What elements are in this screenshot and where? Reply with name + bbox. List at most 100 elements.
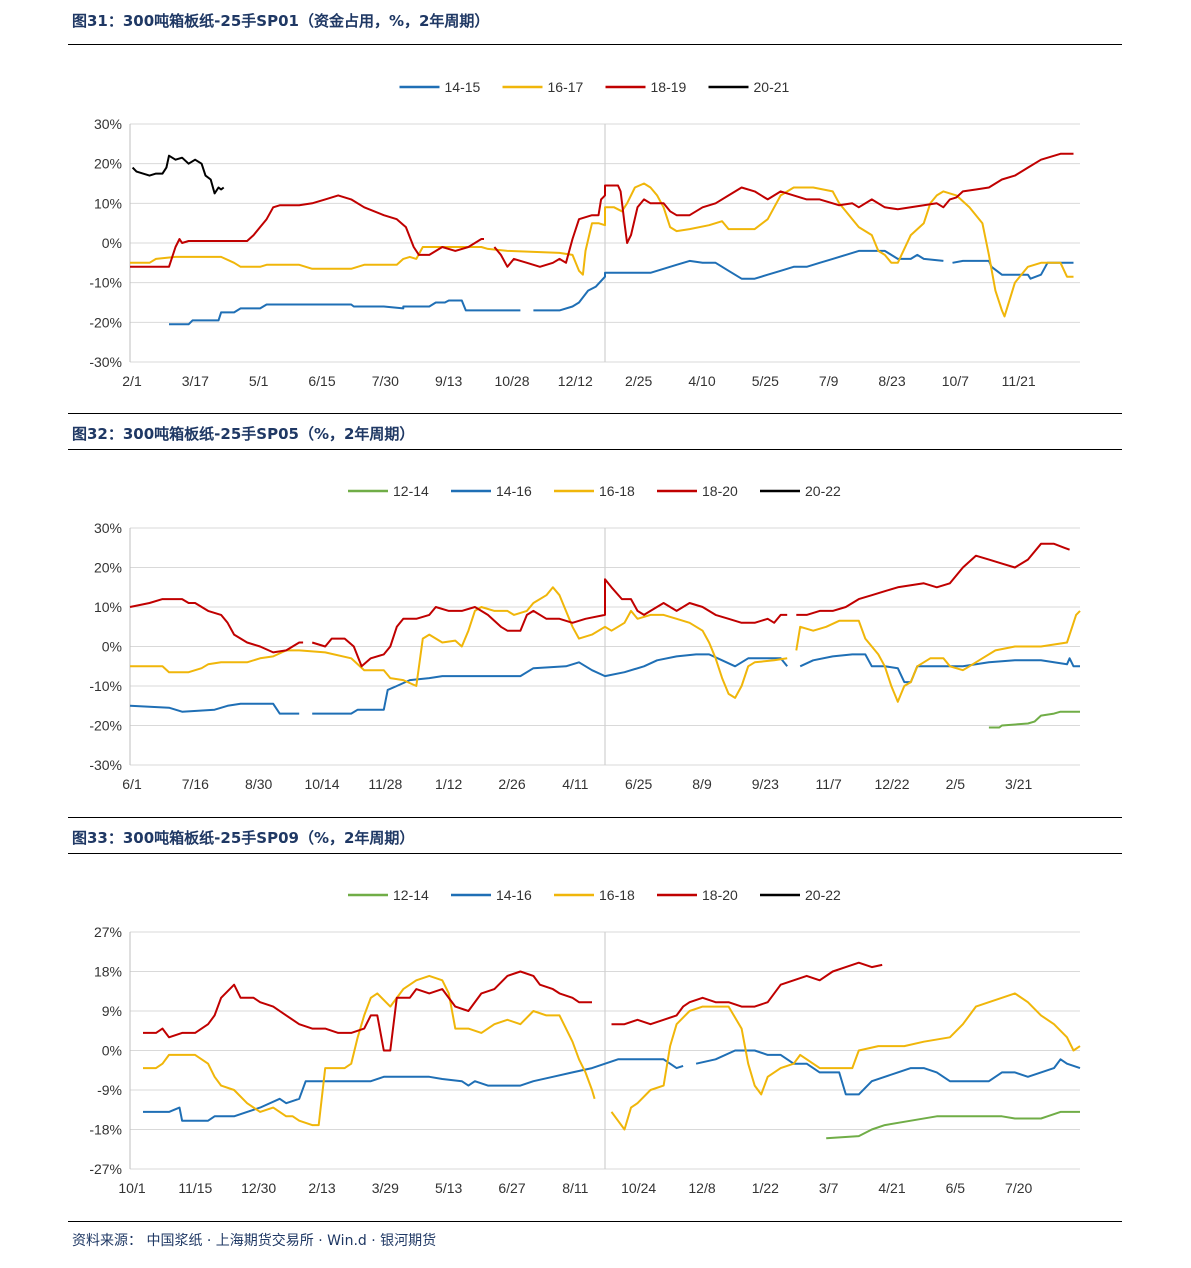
series-line-14-15 (169, 249, 1074, 326)
legend-label: 18-20 (702, 887, 738, 903)
title-rule (68, 449, 1122, 450)
y-tick-label: 30% (94, 116, 122, 132)
y-tick-label: 30% (94, 520, 122, 536)
x-tick-label: 4/10 (688, 373, 715, 389)
x-tick-label: 3/7 (819, 1180, 839, 1196)
y-tick-label: 20% (94, 560, 122, 576)
legend-label: 18-19 (651, 79, 687, 95)
legend-label: 20-21 (754, 79, 790, 95)
x-tick-label: 11/28 (368, 776, 402, 792)
legend-label: 16-18 (599, 483, 635, 499)
y-tick-label: 10% (94, 195, 122, 211)
y-tick-label: 9% (102, 1003, 122, 1019)
y-tick-label: 10% (94, 599, 122, 615)
line-chart-svg: 27% 18% 9% 0% -9% -18% -27% 10/1 11/15 12/30 2/13 3… (89, 887, 1081, 1196)
x-tick-label: 7/9 (819, 373, 839, 389)
series-line-18-20 (143, 961, 883, 1052)
x-tick-label: 8/11 (562, 1180, 588, 1196)
chart-title: 图33：300吨箱板纸-25手SP09（%，2年周期） (72, 829, 415, 847)
chart-sp05: 图32：300吨箱板纸-25手SP05（%，2年周期） 30% 20% 10% 0% -… (0, 413, 1191, 823)
series-line-18-20 (129, 542, 1070, 668)
x-tick-label: 2/5 (946, 776, 966, 792)
x-tick-label: 10/1 (118, 1180, 145, 1196)
x-tick-label: 4/11 (562, 776, 588, 792)
series-line-16-17 (130, 182, 1074, 318)
y-tick-label: -30% (89, 354, 122, 370)
x-tick-label: 7/30 (372, 373, 399, 389)
legend-label: 20-22 (805, 887, 841, 903)
x-tick-label: 9/23 (752, 776, 779, 792)
x-tick-label: 7/16 (182, 776, 209, 792)
x-tick-label: 8/9 (692, 776, 712, 792)
chart-title: 图32：300吨箱板纸-25手SP05（%，2年周期） (72, 425, 415, 443)
x-tick-label: 2/1 (122, 373, 142, 389)
x-tick-label: 12/30 (241, 1180, 276, 1196)
title-rule (68, 853, 1122, 854)
y-tick-label: 18% (94, 964, 122, 980)
legend-label: 16-17 (548, 79, 584, 95)
x-tick-label: 5/13 (435, 1180, 462, 1196)
legend-label: 14-15 (445, 79, 481, 95)
x-tick-label: 9/13 (435, 373, 462, 389)
series-line-18-19 (130, 152, 1074, 268)
x-tick-label: 7/20 (1005, 1180, 1032, 1196)
series-line-12-14 (826, 1110, 1080, 1140)
legend-label: 20-22 (805, 483, 841, 499)
legend-label: 16-18 (599, 887, 635, 903)
x-tick-label: 8/23 (878, 373, 905, 389)
chart-title: 图31：300吨箱板纸-25手SP01（资金占用，%，2年周期） (72, 12, 490, 30)
x-tick-label: 1/22 (752, 1180, 779, 1196)
x-tick-label: 10/14 (304, 776, 339, 792)
legend-label: 18-20 (702, 483, 738, 499)
y-tick-label: -20% (89, 314, 122, 330)
y-tick-label: -9% (97, 1082, 122, 1098)
x-tick-label: 2/26 (498, 776, 525, 792)
series-line-16-18 (130, 586, 1081, 703)
bottom-rule (68, 817, 1122, 818)
legend-label: 14-16 (496, 483, 532, 499)
source-footer: 资料来源： 中国浆纸 · 上海期货交易所 · Win.d · 银河期货 (72, 1233, 437, 1249)
x-tick-label: 6/1 (122, 776, 142, 792)
y-tick-label: -10% (89, 275, 122, 291)
x-tick-label: 3/17 (182, 373, 209, 389)
y-tick-label: -10% (89, 678, 122, 694)
series-line-16-18 (143, 974, 1081, 1131)
y-tick-label: 0% (102, 235, 122, 251)
series-line-14-16 (143, 1049, 1081, 1122)
chart-sp09: 图33：300吨箱板纸-25手SP09（%，2年周期） 27% 18% 9% 0% -9… (0, 817, 1191, 1227)
y-tick-label: 0% (102, 1043, 122, 1059)
bottom-rule (68, 413, 1122, 414)
x-tick-label: 5/25 (752, 373, 779, 389)
x-tick-label: 6/25 (625, 776, 652, 792)
x-tick-label: 8/30 (245, 776, 272, 792)
x-tick-label: 5/1 (249, 373, 269, 389)
series-line-12-14 (988, 710, 1080, 729)
y-tick-label: -27% (89, 1161, 122, 1177)
x-tick-label: 4/21 (878, 1180, 905, 1196)
x-tick-label: 2/13 (308, 1180, 335, 1196)
legend-label: 14-16 (496, 887, 532, 903)
x-tick-label: 11/7 (816, 776, 842, 792)
x-tick-label: 12/22 (874, 776, 909, 792)
y-tick-label: -18% (89, 1122, 122, 1138)
chart-sp01: 图31：300吨箱板纸-25手SP01（资金占用，%，2年周期） 30% 20% 1… (0, 0, 1191, 414)
x-tick-label: 1/12 (435, 776, 462, 792)
line-chart-svg: 30% 20% 10% 0% -10% -20% -30%6/1 7/16 8/30 10/14 1… (89, 483, 1081, 792)
x-tick-label: 12/8 (688, 1180, 715, 1196)
x-tick-label: 10/28 (494, 373, 529, 389)
x-tick-label: 3/29 (372, 1180, 399, 1196)
x-tick-label: 3/21 (1005, 776, 1032, 792)
x-tick-label: 6/27 (498, 1180, 525, 1196)
x-tick-label: 6/5 (946, 1180, 966, 1196)
x-tick-label: 2/25 (625, 373, 652, 389)
bottom-rule (68, 1221, 1122, 1222)
x-tick-label: 12/12 (558, 373, 593, 389)
x-tick-label: 6/15 (308, 373, 335, 389)
legend-label: 12-14 (393, 887, 429, 903)
x-tick-label: 11/15 (178, 1180, 212, 1196)
y-tick-label: -20% (89, 718, 122, 734)
legend-label: 12-14 (393, 483, 429, 499)
x-tick-label: 11/21 (1002, 373, 1036, 389)
y-tick-label: -30% (89, 757, 122, 773)
title-rule (68, 44, 1122, 45)
